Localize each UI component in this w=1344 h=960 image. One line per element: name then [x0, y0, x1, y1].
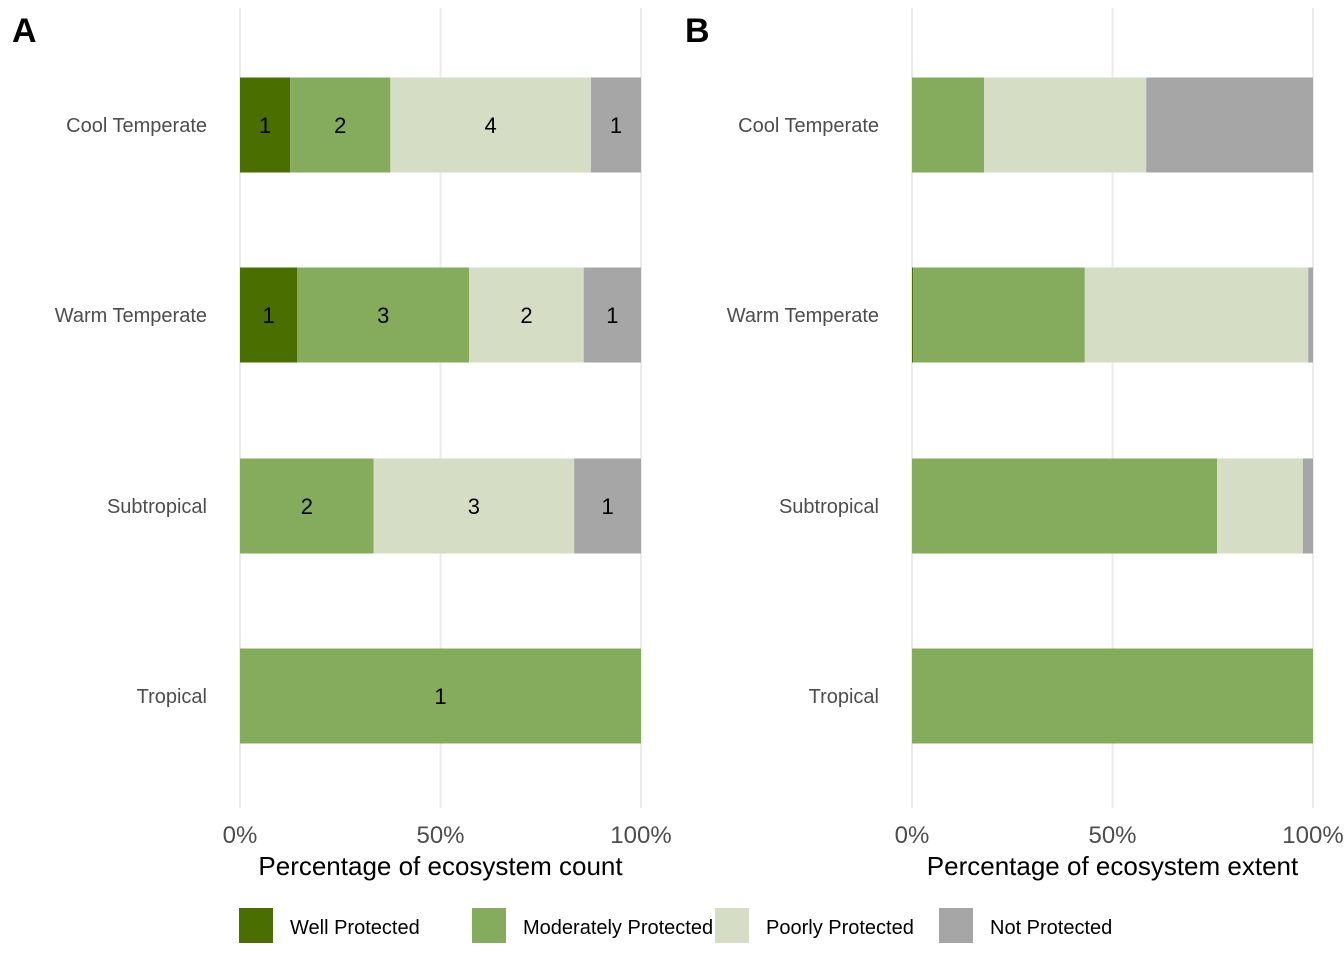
bar-count-label: 3: [468, 494, 480, 519]
bar-segment-poorly-protected: [1084, 267, 1309, 363]
bar-segment-moderately-protected: [240, 458, 374, 554]
bar-segment-moderately-protected: [912, 458, 1218, 554]
bar-count-label: 1: [601, 494, 613, 519]
bar-segment-well-protected: [240, 267, 298, 363]
x-tick-label: 100%: [1282, 822, 1343, 849]
bar-count-label: 4: [485, 113, 497, 138]
bar-count-label: 1: [263, 303, 275, 328]
bar-segment-not-protected: [583, 267, 642, 363]
y-tick-label: Warm Temperate: [55, 305, 207, 327]
x-tick-label: 0%: [895, 822, 930, 849]
bar-segment-poorly-protected: [373, 458, 575, 554]
bar-segment-moderately-protected: [240, 648, 641, 744]
legend-label: Well Protected: [290, 917, 420, 939]
bar-segment-moderately-protected: [297, 267, 470, 363]
legend-label: Poorly Protected: [766, 917, 914, 939]
bar-count-label: 1: [610, 113, 622, 138]
bar-segment-poorly-protected: [469, 267, 584, 363]
legend: Well Protected Moderately Protected Poorly…: [239, 908, 1112, 943]
x-tick-label: 50%: [416, 822, 464, 849]
bar-count-label: 2: [334, 113, 346, 138]
bar-segment-not-protected: [590, 77, 641, 173]
panel-a: A 0% 50% 100%Percentage of ecosystem count C…: [12, 8, 672, 881]
legend-swatch: [472, 908, 506, 943]
y-tick-label: Subtropical: [107, 496, 207, 518]
bar-segment-not-protected: [1302, 458, 1313, 554]
bar-segment-moderately-protected: [290, 77, 391, 173]
legend-label: Moderately Protected: [523, 917, 713, 939]
x-tick-label: 0%: [223, 822, 258, 849]
bar-segment-poorly-protected: [1217, 458, 1303, 554]
bar-segment-moderately-protected: [913, 267, 1085, 363]
bar-segment-well-protected: [240, 77, 291, 173]
bar-count-label: 1: [434, 684, 446, 709]
x-tick-label: 50%: [1088, 822, 1136, 849]
legend-swatch: [939, 908, 973, 943]
bar-count-label: 1: [259, 113, 271, 138]
x-axis-label: Percentage of ecosystem extent: [927, 851, 1299, 881]
bar-segment-moderately-protected: [912, 648, 1313, 744]
panel-letter: B: [685, 12, 710, 50]
bar-segment-moderately-protected: [912, 77, 985, 173]
y-tick-label: Subtropical: [779, 496, 879, 518]
y-tick-label: Warm Temperate: [727, 305, 879, 327]
panel-letter: A: [12, 12, 37, 50]
bar-count-label: 2: [301, 494, 313, 519]
legend-swatch: [715, 908, 749, 943]
bar-segment-not-protected: [1308, 267, 1313, 363]
y-tick-label: Cool Temperate: [66, 115, 207, 137]
bar-segment-well-protected: [912, 267, 914, 363]
legend-label: Not Protected: [990, 917, 1112, 939]
bar-segment-poorly-protected: [390, 77, 591, 173]
x-tick-label: 100%: [610, 822, 671, 849]
bar-segment-not-protected: [1146, 77, 1313, 173]
bar-count-label: 1: [606, 303, 618, 328]
y-tick-label: Tropical: [809, 686, 879, 708]
x-axis-label: Percentage of ecosystem count: [258, 851, 623, 881]
bar-count-label: 3: [377, 303, 389, 328]
bar-count-label: 2: [520, 303, 532, 328]
legend-swatch: [239, 908, 273, 943]
y-tick-label: Tropical: [137, 686, 207, 708]
bar-segment-poorly-protected: [984, 77, 1147, 173]
y-tick-label: Cool Temperate: [738, 115, 879, 137]
bar-segment-not-protected: [574, 458, 641, 554]
panel-b: B 0% 50% 100%Percentage of ecosystem extent…: [685, 8, 1344, 881]
